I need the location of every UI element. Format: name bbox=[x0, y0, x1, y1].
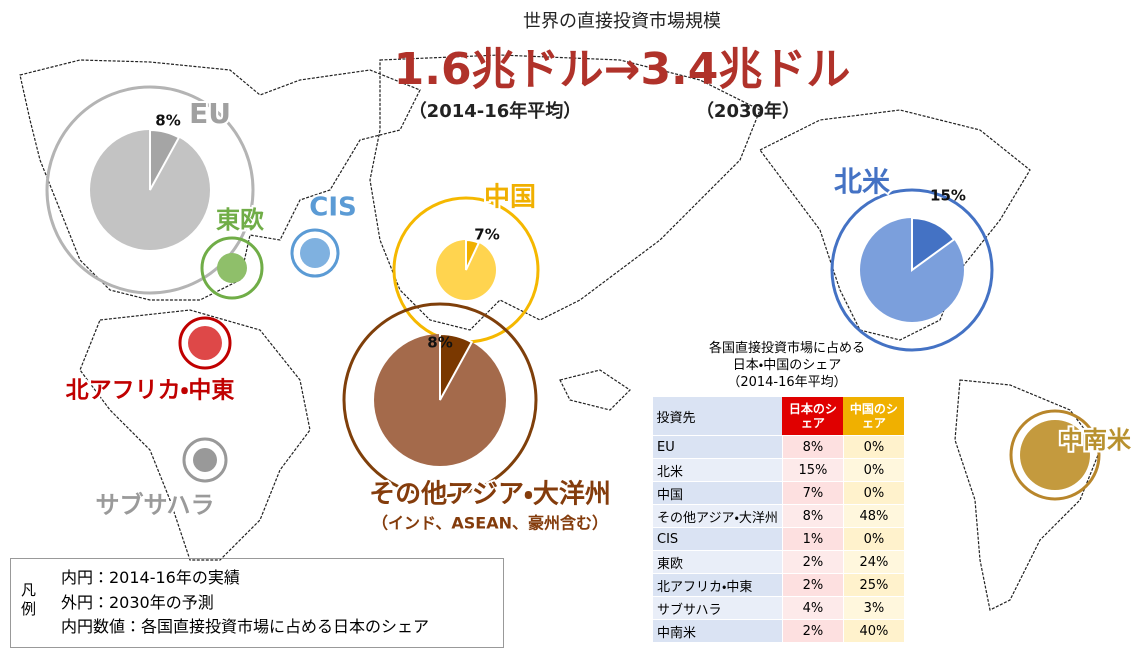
inner-circle bbox=[300, 238, 330, 268]
share-label: 7% bbox=[474, 226, 499, 244]
share-wedge bbox=[911, 216, 956, 272]
share-table-block: 各国直接投資市場に占める 日本・中国のシェア （2014-16年平均） 投資先 … bbox=[652, 340, 922, 645]
table-cell: EU bbox=[652, 435, 783, 459]
region-label: 北アフリカ・中東 bbox=[66, 378, 235, 404]
to-note: （2030年） bbox=[696, 100, 800, 122]
table-row: 東欧 2% 24% bbox=[652, 550, 905, 574]
table-cell: 東欧 bbox=[652, 550, 783, 574]
table-row: 北米 15% 0% bbox=[652, 458, 905, 482]
headline: 1.6兆ドル→3.4兆ドル bbox=[394, 44, 851, 95]
table-row: 中南米 2% 40% bbox=[652, 619, 905, 643]
share-label: 15% bbox=[930, 187, 966, 205]
table-row: CIS 1% 0% bbox=[652, 527, 905, 551]
outer-circle bbox=[830, 188, 994, 352]
region-label: 中国 bbox=[484, 183, 536, 213]
legend-line: 内円数値：各国直接投資市場に占める日本のシェア bbox=[61, 617, 430, 636]
outer-circle bbox=[200, 236, 264, 300]
legend-title: 凡例 bbox=[21, 581, 37, 618]
table-row: 北アフリカ・中東 2% 25% bbox=[652, 573, 905, 597]
headline-to: 3.4兆ドル bbox=[640, 44, 850, 95]
outer-circle bbox=[45, 85, 255, 295]
region-label: 東欧 bbox=[216, 206, 264, 234]
table-cell: 中国 bbox=[652, 481, 783, 505]
table-cell: 0% bbox=[842, 527, 905, 551]
table-cell: 2% bbox=[781, 619, 844, 643]
region-label: サブサハラ bbox=[95, 491, 214, 519]
share-wedge bbox=[465, 238, 481, 271]
from-note: （2014-16年平均） bbox=[409, 100, 582, 122]
table-row: EU 8% 0% bbox=[652, 435, 905, 459]
table-cell: 7% bbox=[781, 481, 844, 505]
region-label: 中南米 bbox=[1059, 426, 1131, 454]
region-label: CIS bbox=[309, 193, 356, 223]
inner-circle bbox=[193, 448, 217, 472]
share-wedge bbox=[439, 332, 474, 401]
inner-circle bbox=[188, 326, 222, 360]
table-cell: 2% bbox=[781, 550, 844, 574]
region-label: その他アジア・大洋州 bbox=[369, 480, 611, 510]
table-cell: CIS bbox=[652, 527, 783, 551]
table-cell: 0% bbox=[842, 458, 905, 482]
region-label: 北米 bbox=[834, 165, 890, 198]
table-title: 各国直接投資市場に占める bbox=[708, 341, 865, 356]
headline-arrow: → bbox=[604, 44, 641, 95]
region-label: EU bbox=[189, 97, 231, 130]
outer-circle bbox=[290, 228, 340, 278]
table-row: その他アジア・大洋州 8% 48% bbox=[652, 504, 905, 528]
headline-from: 1.6兆ドル bbox=[394, 44, 604, 95]
subtitle: 世界の直接投資市場規模 bbox=[523, 11, 721, 32]
table-cell: 0% bbox=[842, 481, 905, 505]
table-cell: 2% bbox=[781, 573, 844, 597]
table-row: 中国 7% 0% bbox=[652, 481, 905, 505]
share-table: 投資先 日本のシェア 中国のシェア EU 8% 0% 北米 15% 0% 中国 7% 0% その他… bbox=[652, 397, 905, 643]
share-wedge bbox=[149, 128, 181, 191]
table-cell: 25% bbox=[842, 573, 905, 597]
inner-circle bbox=[217, 253, 247, 283]
table-cell: 48% bbox=[842, 504, 905, 528]
table-cell: 中南米 bbox=[652, 619, 783, 643]
table-title: （2014-16年平均） bbox=[727, 375, 847, 390]
table-cell: 4% bbox=[781, 596, 844, 620]
table-cell: 北米 bbox=[652, 458, 783, 482]
table-cell: 1% bbox=[781, 527, 844, 551]
table-title: 日本・中国のシェア bbox=[732, 358, 842, 373]
table-cell: 8% bbox=[781, 435, 844, 459]
outer-circle bbox=[1009, 409, 1101, 501]
table-cell: 3% bbox=[842, 596, 905, 620]
legend: 凡例 内円：2014-16年の実績 外円：2030年の予測 内円数値：各国直接投… bbox=[10, 558, 504, 648]
region-note: （インド、ASEAN、豪州含む） bbox=[372, 514, 608, 533]
table-row: サブサハラ 4% 3% bbox=[652, 596, 905, 620]
share-label: 8% bbox=[155, 112, 180, 130]
table-cell: 北アフリカ・中東 bbox=[652, 573, 783, 597]
table-header: 中国のシェア bbox=[843, 397, 905, 436]
inner-circle bbox=[1020, 420, 1090, 490]
table-header: 投資先 bbox=[652, 397, 783, 436]
table-cell: 0% bbox=[842, 435, 905, 459]
table-cell: 8% bbox=[781, 504, 844, 528]
table-cell: 24% bbox=[842, 550, 905, 574]
table-cell: 15% bbox=[781, 458, 844, 482]
outer-circle bbox=[342, 302, 538, 498]
outer-circle bbox=[182, 437, 228, 483]
table-cell: その他アジア・大洋州 bbox=[652, 504, 783, 528]
share-label: 8% bbox=[427, 334, 452, 352]
table-cell: サブサハラ bbox=[652, 596, 783, 620]
legend-line: 内円：2014-16年の実績 bbox=[61, 568, 240, 587]
table-cell: 40% bbox=[842, 619, 905, 643]
table-header: 日本のシェア bbox=[782, 397, 844, 436]
outer-circle bbox=[178, 316, 232, 370]
legend-line: 外円：2030年の予測 bbox=[61, 593, 214, 612]
